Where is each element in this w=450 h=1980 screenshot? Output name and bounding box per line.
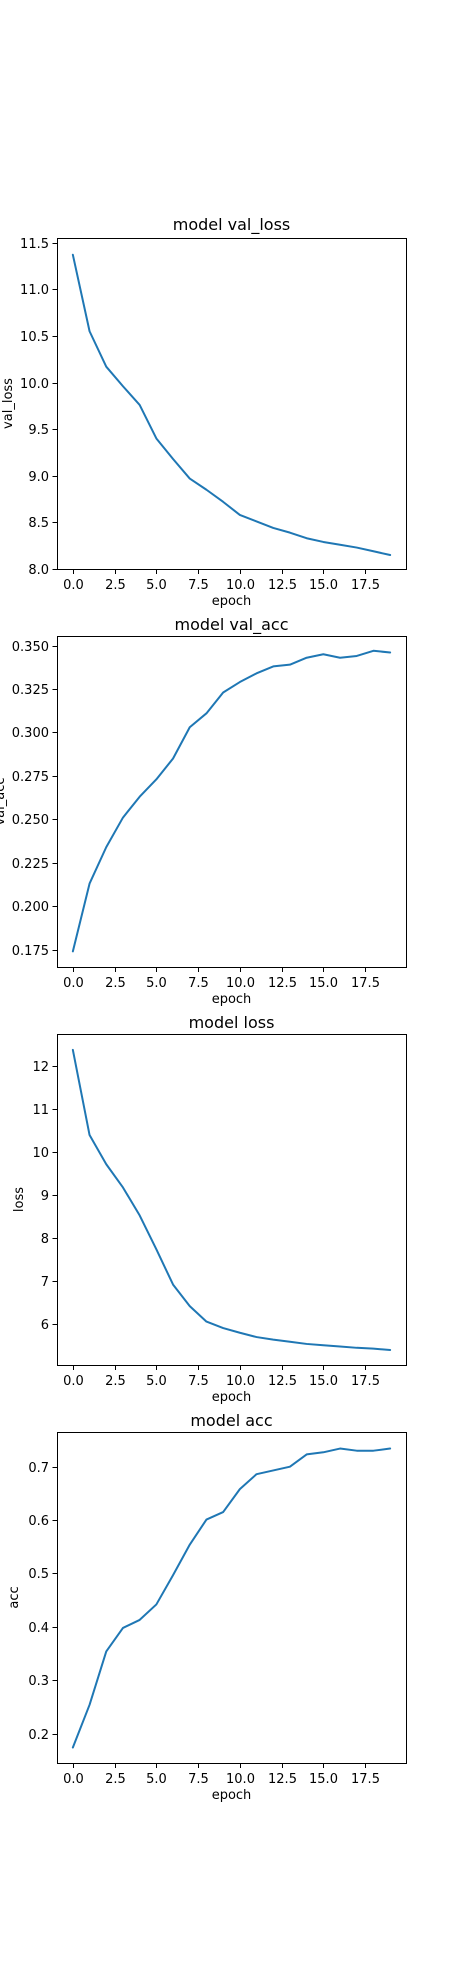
x-tick-label: 2.5 <box>105 578 126 593</box>
x-tick-label: 17.5 <box>351 976 380 991</box>
x-tick-label: 5.0 <box>146 578 167 593</box>
x-tick-label: 5.0 <box>146 976 167 991</box>
y-tick-label: 0.2 <box>28 1728 49 1743</box>
axes-frame <box>57 636 407 968</box>
y-axis-label: val_loss <box>1 378 16 429</box>
y-tick-label: 11.0 <box>20 283 49 298</box>
x-axis-label: epoch <box>212 1788 252 1803</box>
x-tick-label: 10.0 <box>226 976 255 991</box>
chart-title: model acc <box>190 1411 272 1430</box>
y-tick-label: 0.7 <box>28 1461 49 1476</box>
x-tick-label: 12.5 <box>268 578 297 593</box>
x-tick-label: 15.0 <box>309 1374 338 1389</box>
x-tick-label: 7.5 <box>188 578 209 593</box>
y-tick-label: 0.4 <box>28 1621 49 1636</box>
x-tick-label: 10.0 <box>226 578 255 593</box>
x-tick-label: 12.5 <box>268 976 297 991</box>
y-tick-label: 11.5 <box>20 237 49 252</box>
y-tick-label: 7 <box>41 1275 49 1290</box>
y-tick-label: 0.225 <box>12 857 49 872</box>
x-tick-label: 12.5 <box>268 1772 297 1787</box>
y-tick-label: 0.350 <box>12 640 49 655</box>
y-tick-label: 10.0 <box>20 377 49 392</box>
x-tick-label: 0.0 <box>63 578 84 593</box>
y-tick-label: 0.250 <box>12 813 49 828</box>
y-tick-label: 0.325 <box>12 683 49 698</box>
x-tick-label: 5.0 <box>146 1772 167 1787</box>
y-tick-label: 9.5 <box>28 423 49 438</box>
chart-title: model val_loss <box>173 215 291 235</box>
y-tick-label: 0.275 <box>12 770 49 785</box>
y-axis-label: acc <box>7 1586 22 1608</box>
y-axis-label: loss <box>12 1187 27 1212</box>
y-axis-label: val_acc <box>0 777 8 825</box>
x-tick-label: 7.5 <box>188 976 209 991</box>
x-tick-label: 15.0 <box>309 1772 338 1787</box>
axes-frame <box>57 1432 407 1764</box>
y-tick-label: 9 <box>41 1189 49 1204</box>
chart-acc: model acc epoch acc 0.0 2.5 5.0 7.5 10.0 12.5… <box>7 1411 407 1803</box>
y-tick-label: 8.0 <box>28 563 49 578</box>
x-tick-label: 2.5 <box>105 1374 126 1389</box>
x-tick-label: 7.5 <box>188 1374 209 1389</box>
chart-val-loss: model val_loss epoch val_loss 0.0 2.5 5.0 7… <box>1 215 407 609</box>
series-line <box>71 1048 392 1351</box>
x-tick-label: 10.0 <box>226 1772 255 1787</box>
axes-frame <box>57 238 407 570</box>
x-tick-label: 0.0 <box>63 976 84 991</box>
x-tick-label: 12.5 <box>268 1374 297 1389</box>
x-axis-label: epoch <box>212 992 252 1007</box>
chart-title: model loss <box>189 1013 275 1032</box>
x-tick-label: 0.0 <box>63 1374 84 1389</box>
y-tick-label: 0.3 <box>28 1674 49 1689</box>
y-tick-label: 8.5 <box>28 516 49 531</box>
x-axis-label: epoch <box>212 594 252 609</box>
x-tick-label: 15.0 <box>309 578 338 593</box>
x-tick-label: 17.5 <box>351 1374 380 1389</box>
x-tick-label: 7.5 <box>188 1772 209 1787</box>
x-tick-label: 5.0 <box>146 1374 167 1389</box>
y-tick-label: 9.0 <box>28 470 49 485</box>
x-tick-label: 0.0 <box>63 1772 84 1787</box>
x-tick-label: 10.0 <box>226 1374 255 1389</box>
y-tick-label: 6 <box>41 1318 49 1333</box>
series-line <box>71 1447 392 1749</box>
chart-loss: model loss epoch loss 0.0 2.5 5.0 7.5 10.0 12… <box>12 1013 407 1405</box>
x-axis-label: epoch <box>212 1390 252 1405</box>
x-tick-label: 2.5 <box>105 1772 126 1787</box>
axes-frame <box>57 1034 407 1366</box>
x-tick-label: 17.5 <box>351 578 380 593</box>
y-tick-label: 0.200 <box>12 900 49 915</box>
y-tick-label: 8 <box>41 1232 49 1247</box>
y-tick-label: 10.5 <box>20 330 49 345</box>
y-tick-label: 12 <box>32 1060 49 1075</box>
series-line <box>71 649 392 953</box>
x-tick-label: 17.5 <box>351 1772 380 1787</box>
y-tick-label: 0.5 <box>28 1567 49 1582</box>
x-tick-label: 15.0 <box>309 976 338 991</box>
y-tick-label: 11 <box>32 1103 49 1118</box>
chart-title: model val_acc <box>174 615 288 635</box>
chart-val-acc: model val_acc epoch val_acc 0.0 2.5 5.0 7.5… <box>0 615 407 1007</box>
y-tick-label: 0.300 <box>12 726 49 741</box>
x-tick-label: 2.5 <box>105 976 126 991</box>
series-line <box>71 253 392 557</box>
y-tick-label: 0.175 <box>12 944 49 959</box>
y-tick-label: 0.6 <box>28 1514 49 1529</box>
y-tick-label: 10 <box>32 1146 49 1161</box>
